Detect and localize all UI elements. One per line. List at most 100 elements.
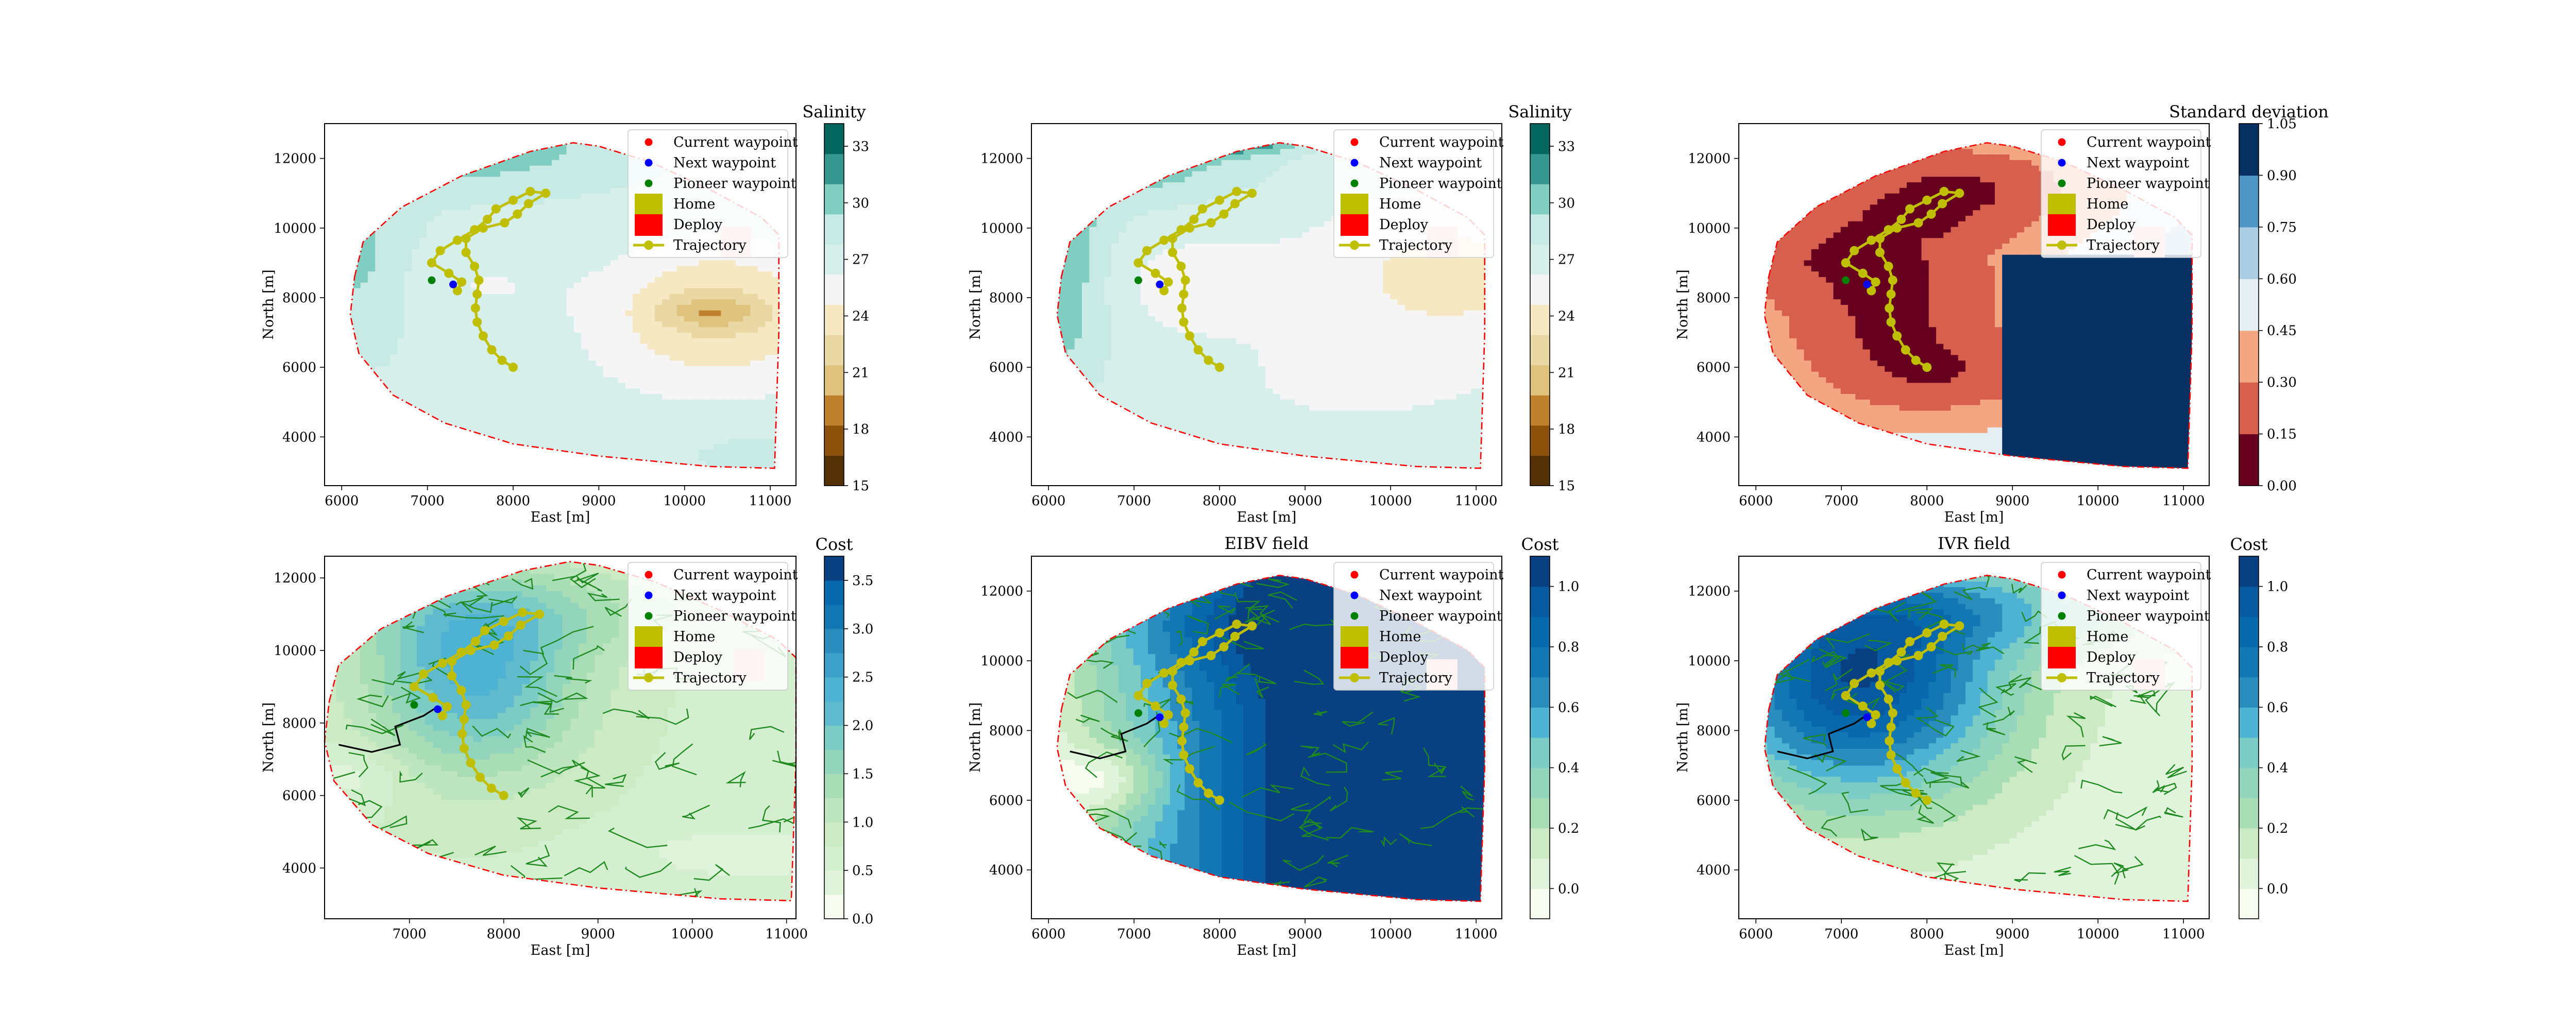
- x-tick-label: 6000: [1739, 926, 1773, 942]
- trajectory-point: [1888, 276, 1897, 285]
- colorbar-segment: [824, 124, 844, 154]
- panel-5: 6000 7000 8000 9000 10000 11000 4000 6000 8000 10…: [968, 534, 1579, 958]
- network-edge: [2099, 736, 2122, 747]
- colorbar-segment: [824, 725, 844, 750]
- colorbar-tick-label: 24: [852, 308, 869, 324]
- colorbar-segment: [824, 822, 844, 847]
- trajectory-point: [516, 620, 526, 630]
- next-waypoint-marker: [1156, 280, 1164, 288]
- trajectory-point: [499, 791, 509, 800]
- x-tick-label: 10000: [1369, 926, 1412, 942]
- network-edge: [1075, 714, 1100, 723]
- x-tick-label: 11000: [765, 926, 808, 942]
- colorbar-segment: [1530, 647, 1550, 678]
- y-tick-label: 4000: [1697, 430, 1731, 445]
- trajectory-point: [509, 363, 518, 372]
- network-edge: [1913, 767, 1962, 785]
- x-tick-label: 10000: [2077, 493, 2120, 509]
- colorbar-tick-label: 0.15: [2267, 427, 2297, 442]
- colorbar-tick-label: 30: [852, 196, 869, 211]
- trajectory-point: [1926, 209, 1936, 219]
- trajectory-point: [480, 626, 490, 636]
- next-waypoint-marker: [434, 705, 442, 713]
- network-edge: [1330, 786, 1348, 812]
- trajectory-point: [1871, 277, 1880, 287]
- network-edge: [1245, 608, 1261, 623]
- x-tick-label: 7000: [1824, 493, 1858, 509]
- network-edge: [1976, 642, 2005, 655]
- trajectory-point: [503, 631, 513, 641]
- colorbar-segment: [824, 798, 844, 822]
- colorbar-tick-label: 0.4: [2267, 761, 2288, 776]
- y-tick-label: 10000: [1688, 221, 1731, 236]
- network-edge: [1313, 710, 1328, 716]
- trajectory-point: [1922, 363, 1932, 372]
- colorbar-segment: [1530, 556, 1550, 587]
- x-tick-label: 6000: [1031, 926, 1065, 942]
- colorbar-segment: [1530, 586, 1550, 617]
- colorbar-tick-label: 33: [1558, 139, 1575, 154]
- legend-current-waypoint-label: Current waypoint: [1379, 134, 1504, 150]
- network-edge: [2066, 712, 2086, 737]
- x-tick-label: 8000: [487, 926, 521, 942]
- trajectory-point: [509, 195, 518, 205]
- colorbar-segment: [2239, 330, 2259, 383]
- network-edge: [2000, 674, 2022, 695]
- colorbar-segment: [824, 274, 844, 305]
- y-tick-label: 4000: [1697, 863, 1731, 878]
- colorbar-segment: [2239, 175, 2259, 228]
- network-edge: [1268, 591, 1297, 609]
- trajectory-point: [1885, 736, 1894, 746]
- network-edge: [602, 708, 650, 719]
- network-edge: [554, 675, 592, 684]
- y-tick-label: 8000: [1697, 290, 1731, 306]
- legend: Current waypoint Next waypoint Pioneer way…: [628, 562, 798, 691]
- trajectory-point: [1142, 679, 1152, 689]
- y-tick-label: 6000: [282, 788, 316, 804]
- trajectory-point: [1884, 262, 1893, 271]
- colorbar-segment: [824, 701, 844, 726]
- trajectory-point: [1939, 186, 1949, 196]
- trajectory-point: [1232, 186, 1242, 196]
- legend-current-waypoint-marker: [1350, 138, 1359, 146]
- plot-frame: [324, 556, 796, 919]
- legend-next-waypoint-marker: [1350, 159, 1359, 167]
- network-edge: [1116, 868, 1160, 879]
- network-edge: [1146, 877, 1158, 895]
- network-edge: [1821, 815, 1846, 837]
- trajectory-point: [466, 758, 476, 768]
- trajectory-point: [461, 248, 471, 258]
- x-tick-label: 7000: [1117, 493, 1151, 509]
- network-edge: [371, 679, 433, 685]
- trajectory-point: [1193, 345, 1203, 355]
- network-edge: [587, 592, 620, 602]
- colorbar-segment: [1530, 365, 1550, 396]
- legend-pioneer-waypoint-marker: [1350, 612, 1359, 620]
- colorbar-segment: [1530, 737, 1550, 768]
- trajectory-point: [1198, 637, 1207, 646]
- trajectory-point: [1185, 656, 1195, 666]
- network-edge: [540, 759, 588, 778]
- network-edge: [523, 735, 546, 753]
- pioneer-waypoint-marker: [1134, 276, 1142, 284]
- network-edge: [516, 817, 541, 830]
- network-edge: [325, 852, 362, 860]
- x-tick-label: 11000: [2162, 493, 2205, 509]
- colorbar-segment: [1530, 767, 1550, 798]
- legend-home-label: Home: [2087, 629, 2128, 645]
- trajectory-point: [1247, 188, 1257, 198]
- legend-home-marker: [1341, 626, 1368, 648]
- legend-current-waypoint-label: Current waypoint: [2087, 567, 2211, 583]
- network-edge: [1234, 592, 1262, 610]
- trajectory-point: [452, 286, 462, 296]
- network-edge: [1824, 668, 1853, 692]
- network-edge: [1860, 828, 1878, 841]
- network-edge: [1300, 823, 1321, 837]
- network-edge: [1291, 802, 1321, 824]
- trajectory-point: [1955, 188, 1964, 198]
- colorbar-title: Cost: [815, 535, 853, 554]
- network-edge: [1895, 592, 1938, 612]
- trajectory-point: [1875, 248, 1885, 258]
- y-tick-label: 8000: [989, 290, 1023, 306]
- x-tick-label: 8000: [1202, 493, 1236, 509]
